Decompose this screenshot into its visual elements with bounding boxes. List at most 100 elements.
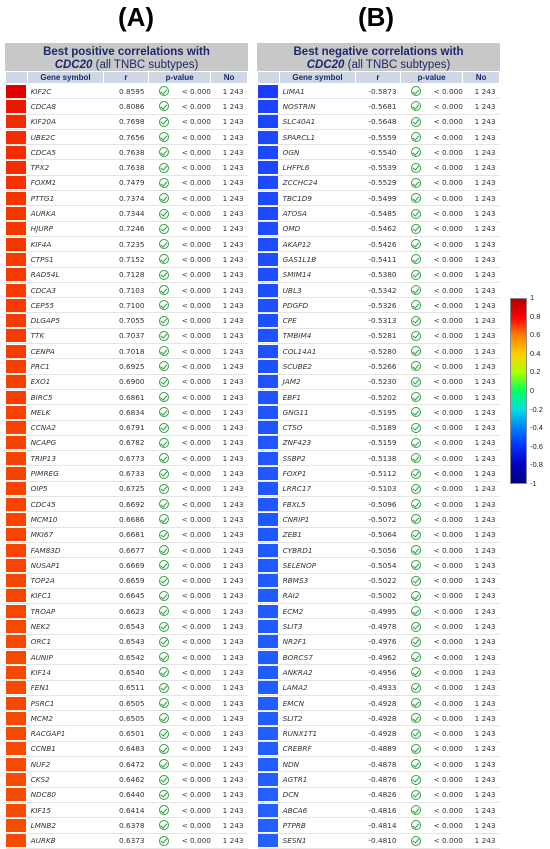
gene-symbol-link[interactable]: CDCA3 [27,282,104,299]
gene-symbol-link[interactable]: PDGFD [279,297,356,314]
gene-symbol-link[interactable]: CPE [279,312,356,329]
gene-symbol-link[interactable]: KIF15 [27,802,104,819]
gene-symbol-link[interactable]: CCNB1 [27,741,104,758]
gene-symbol-link[interactable]: OMD [279,221,356,237]
gene-symbol-link[interactable]: UBE2C [27,129,104,146]
table-row[interactable]: SLC40A1-0.5648 < 0.00011 243 [257,114,500,130]
gene-symbol-link[interactable]: TOP2A [27,573,104,589]
table-row[interactable]: SELENOP-0.5054 < 0.00011 243 [257,557,500,574]
gene-symbol-link[interactable]: RBMS3 [279,573,356,589]
table-row[interactable]: SCUBE2-0.5266 < 0.00011 243 [257,358,500,375]
table-row[interactable]: ZCCHC24-0.5529 < 0.00011 243 [257,175,500,192]
gene-symbol-link[interactable]: CEP55 [27,297,104,314]
table-row[interactable]: SLIT2-0.4928 < 0.00011 243 [257,710,500,727]
table-row[interactable]: COL14A1-0.5280 < 0.00011 243 [257,343,500,360]
table-row[interactable]: TMBIM4-0.5281 < 0.00011 243 [257,328,500,345]
gene-symbol-link[interactable]: LHFPL6 [279,159,356,176]
gene-symbol-link[interactable]: CTSO [279,420,356,436]
gene-symbol-link[interactable]: DLGAP5 [27,312,104,329]
gene-symbol-link[interactable]: LMNB2 [27,817,104,834]
p-value-header[interactable]: p-value [400,71,464,84]
gene-symbol-link[interactable]: PTTG1 [27,190,104,207]
table-row[interactable]: EMCN-0.4928 < 0.00011 243 [257,695,500,712]
gene-symbol-link[interactable]: NCAPG [27,435,104,452]
gene-symbol-link[interactable]: AUNIP [27,649,104,666]
gene-symbol-link[interactable]: OGN [279,144,356,161]
gene-symbol-link[interactable]: FOXP1 [279,465,356,482]
gene-symbol-link[interactable]: KIF14 [27,664,104,681]
r-header[interactable]: r [354,71,402,84]
gene-symbol-link[interactable]: MELK [27,404,104,421]
gene-header[interactable]: Gene symbol [279,71,356,84]
table-row[interactable]: CYBRD1-0.5056 < 0.00011 243 [257,542,500,559]
gene-symbol-link[interactable]: LRRC17 [279,481,356,498]
table-row[interactable]: OMD-0.5462 < 0.00011 243 [257,221,500,237]
table-row[interactable]: ECM2-0.4995 < 0.00011 243 [257,603,500,620]
gene-symbol-link[interactable]: SLC40A1 [279,114,356,130]
gene-symbol-link[interactable]: SLIT3 [279,618,356,635]
gene-symbol-link[interactable]: DCN [279,787,356,803]
table-row[interactable]: RAI2-0.5002 < 0.00011 243 [257,588,500,605]
gene-symbol-link[interactable]: NDC80 [27,787,104,803]
p-value-header[interactable]: p-value [148,71,212,84]
table-row[interactable]: SMIM14-0.5380 < 0.00011 243 [257,267,500,283]
table-row[interactable]: SLIT3-0.4978 < 0.00011 243 [257,618,500,635]
table-row[interactable]: BORCS7-0.4962 < 0.00011 243 [257,649,500,666]
gene-symbol-link[interactable]: ECM2 [279,603,356,620]
gene-symbol-link[interactable]: HJURP [27,221,104,237]
gene-symbol-link[interactable]: PIMREG [27,465,104,482]
gene-symbol-link[interactable]: NOSTRIN [279,98,356,115]
gene-symbol-link[interactable]: GAS1L1B [279,251,356,268]
no-header[interactable]: No [462,71,500,84]
table-row[interactable]: CTSO-0.5189 < 0.00011 243 [257,420,500,436]
gene-symbol-link[interactable]: NUF2 [27,756,104,773]
table-row[interactable]: RUNX1T1-0.4928 < 0.00011 243 [257,725,500,742]
gene-symbol-link[interactable]: ZNF423 [279,435,356,452]
gene-symbol-link[interactable]: CDC45 [27,496,104,513]
table-row[interactable]: JAM2-0.5230 < 0.00011 243 [257,374,500,390]
gene-symbol-link[interactable]: CKS2 [27,771,104,788]
gene-symbol-link[interactable]: CDCA5 [27,144,104,161]
gene-symbol-link[interactable]: RAI2 [279,588,356,605]
table-row[interactable]: CPE-0.5313 < 0.00011 243 [257,312,500,329]
gene-symbol-link[interactable]: FAM83D [27,542,104,559]
gene-symbol-link[interactable]: UBL3 [279,282,356,299]
table-row[interactable]: PTPRB-0.4814 < 0.00011 243 [257,817,500,834]
gene-symbol-link[interactable]: ANKRA2 [279,664,356,681]
gene-symbol-link[interactable]: SMIM14 [279,267,356,283]
gene-symbol-link[interactable]: KIF20A [27,114,104,130]
gene-symbol-link[interactable]: LIMA1 [279,83,356,100]
table-row[interactable]: NR2F1-0.4976 < 0.00011 243 [257,634,500,650]
gene-symbol-link[interactable]: COL14A1 [279,343,356,360]
gene-symbol-link[interactable]: FBXL5 [279,496,356,513]
